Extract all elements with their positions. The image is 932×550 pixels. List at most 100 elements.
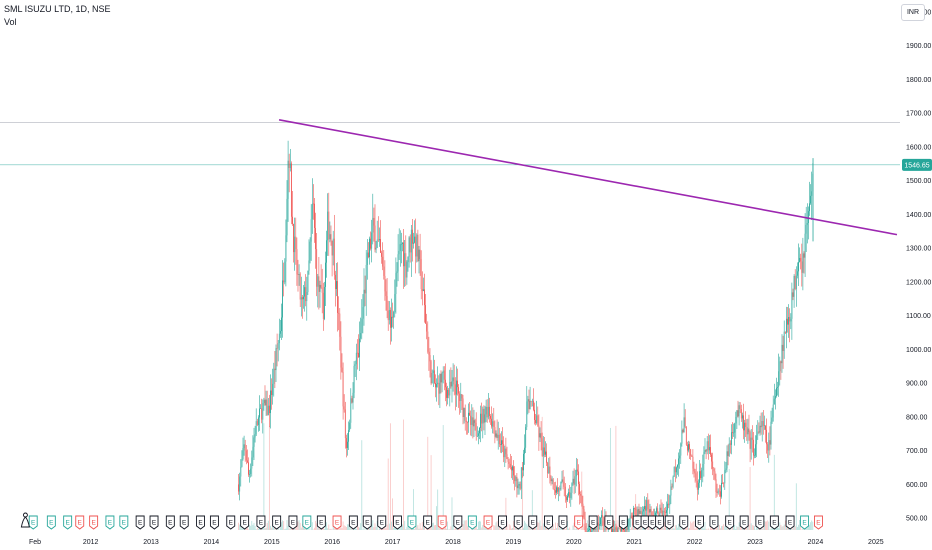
earnings-marker[interactable]: E (725, 515, 735, 530)
earnings-marker[interactable]: E (63, 515, 73, 530)
volume-bar (435, 524, 436, 530)
time-axis[interactable]: Feb 2012 2013 2014 2015 2016 2017 2018 2019 2020 2… (0, 532, 932, 550)
earnings-marker[interactable]: E (165, 515, 175, 530)
y-tick-label: 1400.00 (906, 212, 931, 219)
earnings-marker[interactable]: E (135, 515, 145, 530)
earnings-marker[interactable]: E (498, 515, 507, 530)
candle-body (452, 377, 454, 382)
earnings-marker[interactable]: E (655, 515, 665, 530)
earnings-marker[interactable]: E (647, 515, 657, 530)
candle-body (416, 234, 418, 257)
earnings-marker[interactable]: E (632, 515, 642, 530)
earnings-marker[interactable]: E (362, 515, 372, 530)
earnings-marker[interactable]: E (664, 515, 674, 530)
earnings-marker[interactable]: E (348, 515, 358, 530)
candle-body (526, 401, 528, 428)
earnings-marker[interactable]: E (739, 515, 749, 530)
earnings-marker[interactable]: E (640, 515, 650, 530)
volume-bar (739, 524, 741, 530)
candle-body (243, 444, 245, 449)
price-axis[interactable]: 500.00 600.00 700.00 800.00 900.00 1000.00 110… (900, 0, 932, 550)
candle-body (311, 203, 313, 220)
candle-body (345, 438, 347, 448)
earnings-marker[interactable]: E (618, 515, 628, 530)
earnings-marker[interactable]: E (437, 515, 447, 530)
earnings-marker[interactable]: E (483, 515, 493, 530)
earnings-marker[interactable]: E (256, 515, 266, 530)
volume-bar (284, 529, 286, 530)
earnings-marker[interactable]: E (89, 515, 99, 530)
earnings-marker[interactable]: E (558, 515, 568, 530)
trendline[interactable] (278, 119, 898, 236)
earnings-marker[interactable]: E (149, 515, 159, 530)
x-tick-label: 2012 (83, 539, 99, 546)
earnings-marker[interactable]: E (574, 515, 584, 530)
earnings-marker[interactable]: E (46, 515, 56, 530)
candle-body (464, 408, 466, 421)
earnings-marker[interactable]: E (288, 515, 298, 530)
candle-body (710, 447, 711, 455)
volume-bar (717, 524, 719, 530)
earnings-marker[interactable]: E (513, 515, 523, 530)
candle-body (444, 379, 446, 388)
trendline-layer[interactable] (278, 119, 898, 236)
earnings-marker[interactable]: E (407, 515, 417, 530)
candle-body (739, 405, 741, 410)
candle-body (366, 252, 368, 265)
volume-bar (402, 524, 403, 530)
earnings-marker[interactable]: E (453, 515, 463, 530)
earnings-marker[interactable]: E (785, 515, 795, 530)
candle-body (496, 433, 498, 438)
earnings-marker[interactable]: E (226, 515, 236, 530)
earnings-marker[interactable]: E (604, 515, 614, 530)
volume-bar (754, 526, 755, 530)
earnings-marker[interactable]: E (209, 515, 219, 530)
earnings-marker[interactable]: E (814, 515, 823, 530)
earnings-marker[interactable]: E (75, 515, 85, 530)
volume-bar (477, 521, 479, 530)
currency-button[interactable]: INR (901, 4, 925, 21)
candle-body (457, 380, 458, 388)
candle-body (562, 479, 564, 482)
earnings-marker[interactable]: E (302, 515, 312, 530)
volume-bar (363, 524, 365, 530)
earnings-marker[interactable]: E (588, 515, 598, 530)
earnings-marker[interactable]: E (316, 515, 326, 530)
earnings-marker[interactable]: E (105, 515, 115, 530)
earnings-marker[interactable]: E (377, 515, 387, 530)
candle-body (651, 511, 653, 516)
earnings-marker[interactable]: E (179, 515, 189, 530)
volume-bar (341, 528, 343, 530)
volume-bar (750, 523, 752, 530)
candle-body (504, 448, 506, 458)
earnings-flag-icon (75, 515, 85, 530)
earnings-marker[interactable]: E (240, 515, 250, 530)
candle-body (575, 469, 577, 477)
earnings-marker[interactable]: E (695, 515, 704, 530)
earnings-marker[interactable]: E (196, 515, 205, 530)
dividend-marker[interactable] (20, 512, 30, 528)
earnings-marker[interactable]: E (332, 515, 342, 530)
volume-bar (794, 526, 796, 530)
earnings-marker[interactable]: E (709, 515, 719, 530)
earnings-marker[interactable]: E (119, 515, 129, 530)
earnings-marker[interactable]: E (755, 515, 765, 530)
earnings-marker[interactable]: E (272, 515, 282, 530)
earnings-marker[interactable]: E (769, 515, 779, 530)
volume-bar (263, 423, 265, 530)
candle-body (270, 390, 271, 414)
volume-bar (383, 528, 385, 530)
earnings-marker[interactable]: E (544, 515, 553, 530)
earnings-marker[interactable]: E (528, 515, 538, 530)
earnings-marker[interactable]: E (393, 515, 402, 530)
earnings-marker[interactable]: E (467, 515, 477, 530)
earnings-marker[interactable]: E (800, 515, 810, 530)
earnings-marker[interactable]: E (28, 515, 38, 530)
earnings-marker[interactable]: E (423, 515, 433, 530)
earnings-marker[interactable]: E (679, 515, 689, 530)
volume-bar (295, 526, 297, 530)
volume-bar (766, 521, 767, 530)
candle-body (559, 487, 561, 490)
